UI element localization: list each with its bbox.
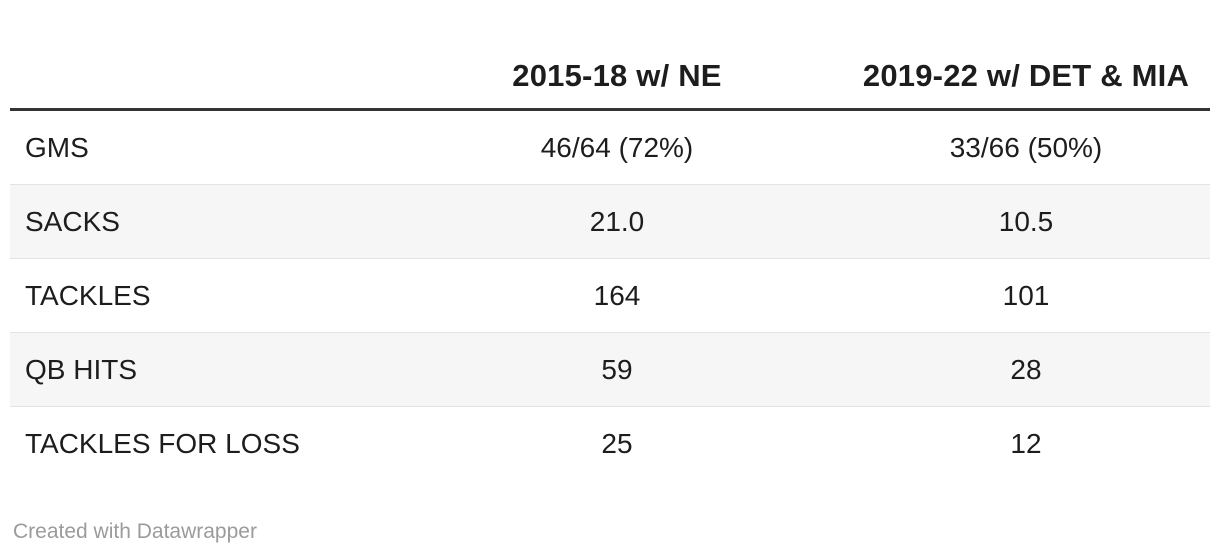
table-row-qb-hits: QB HITS 59 28 [10,332,1210,407]
table-row-tackles: TACKLES 164 101 [10,258,1210,333]
header-row: 2015-18 w/ NE 2019-22 w/ DET & MIA [10,0,1210,111]
row-label: QB HITS [10,332,392,407]
cell-value: 25 [392,406,842,480]
row-label: TACKLES FOR LOSS [10,406,392,480]
cell-value: 28 [842,332,1210,407]
comparison-table: 2015-18 w/ NE 2019-22 w/ DET & MIA GMS 4… [10,0,1210,480]
cell-value: 46/64 (72%) [540,131,694,163]
row-label: GMS [25,131,89,163]
header-period-ne: 2015-18 w/ NE [392,0,842,111]
datawrapper-attribution-link[interactable]: Created with Datawrapper [13,520,257,543]
table-row-tackles-for-loss: TACKLES FOR LOSS 25 12 [10,406,1210,480]
cell-value: 59 [392,332,842,407]
header-stat-column [10,0,392,111]
table-row-gms: GMS 46/64 (72%) 33/66 (50%) [10,110,1210,185]
row-label: TACKLES [10,258,392,333]
cell-value: 33/66 (50%) [949,131,1103,163]
cell-value: 10.5 [842,184,1210,259]
cell-value: 101 [842,258,1210,333]
cell-value: 12 [842,406,1210,480]
cell-value: 21.0 [392,184,842,259]
header-period-det-mia: 2019-22 w/ DET & MIA [842,0,1210,111]
row-label: SACKS [10,184,392,259]
table-row-sacks: SACKS 21.0 10.5 [10,184,1210,259]
cell-value: 164 [392,258,842,333]
